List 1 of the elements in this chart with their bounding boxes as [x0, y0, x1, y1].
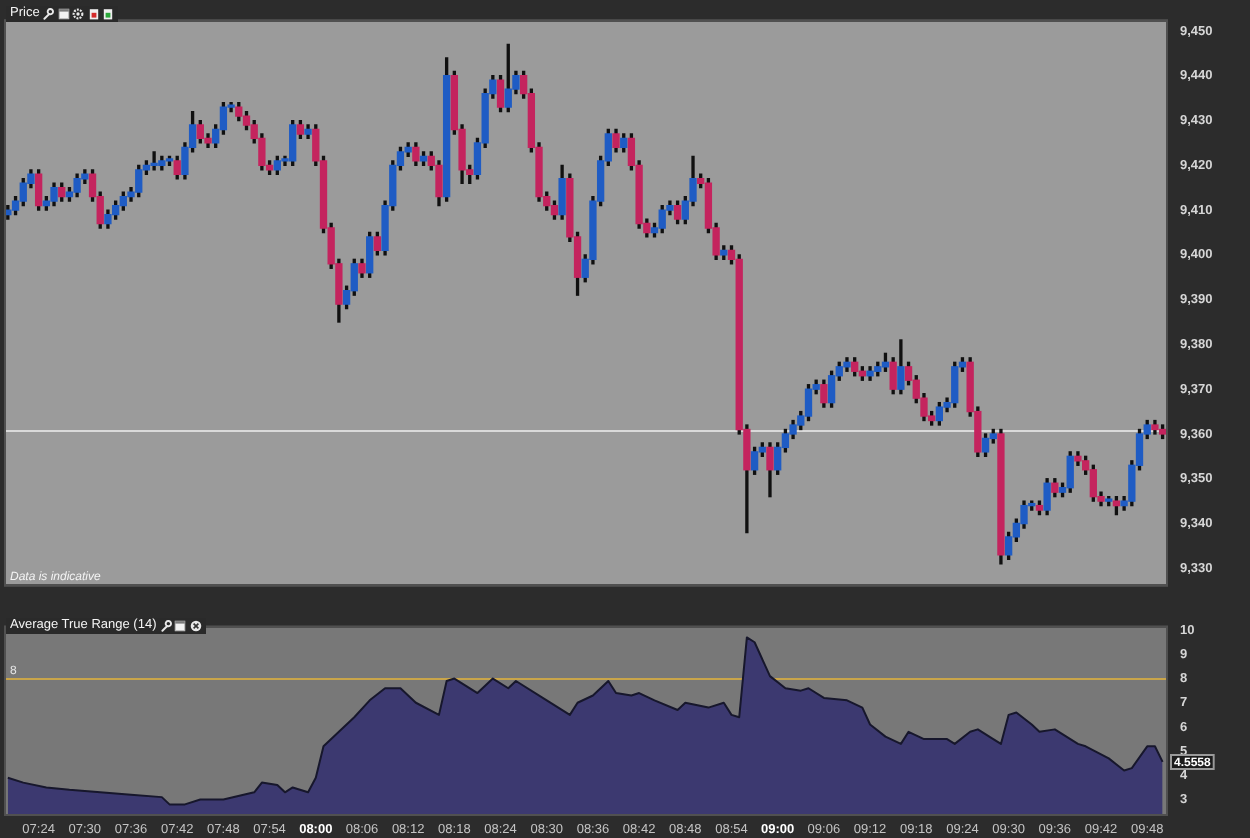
candlestick	[150, 151, 158, 171]
